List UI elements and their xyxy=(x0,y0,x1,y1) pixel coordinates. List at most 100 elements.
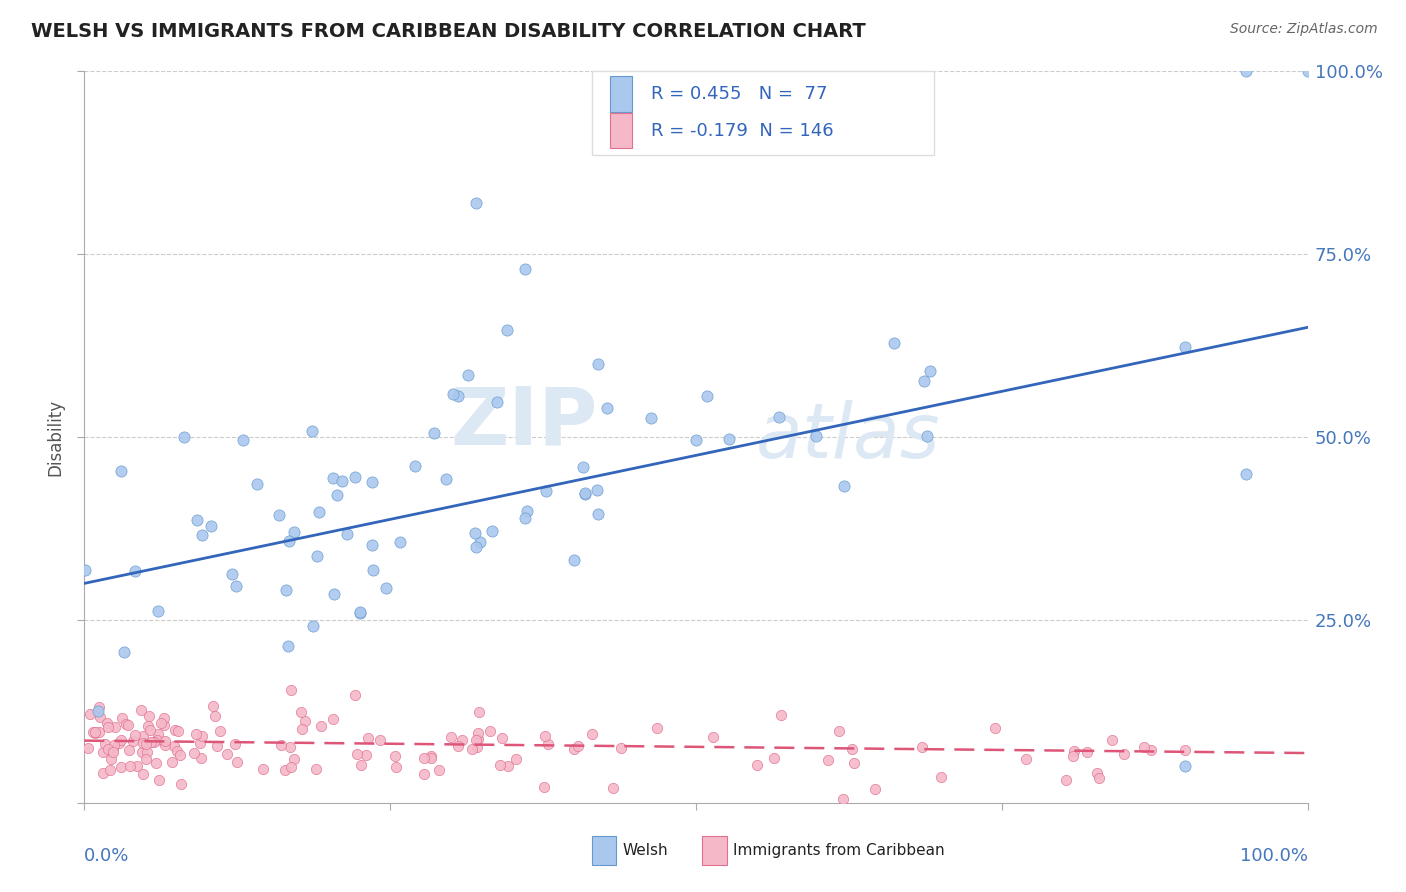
Point xyxy=(464,733,486,747)
Point xyxy=(277,640,299,654)
Point xyxy=(270,738,292,752)
Point xyxy=(103,738,125,752)
Point xyxy=(481,524,503,539)
FancyBboxPatch shape xyxy=(610,113,633,148)
Point xyxy=(89,710,111,724)
Point xyxy=(117,742,139,756)
Point xyxy=(1015,752,1038,766)
Point xyxy=(96,716,118,731)
Point xyxy=(763,751,786,765)
Point xyxy=(204,709,226,723)
Point xyxy=(160,755,183,769)
Point xyxy=(486,395,509,409)
FancyBboxPatch shape xyxy=(592,836,616,865)
Point xyxy=(929,770,952,784)
Point xyxy=(153,711,176,725)
Text: 100.0%: 100.0% xyxy=(1240,847,1308,864)
Point xyxy=(224,737,246,751)
Point xyxy=(384,759,406,773)
Point xyxy=(148,773,170,788)
Point xyxy=(1054,772,1077,787)
Point xyxy=(533,729,555,743)
Point xyxy=(305,762,328,776)
Point xyxy=(343,470,366,484)
Point xyxy=(87,700,110,714)
Point xyxy=(645,721,668,735)
Point xyxy=(1236,64,1258,78)
Point xyxy=(101,745,124,759)
Point xyxy=(173,430,195,444)
Point xyxy=(146,733,169,747)
Point xyxy=(447,388,470,402)
Point xyxy=(562,742,585,756)
Point xyxy=(108,736,131,750)
Point xyxy=(79,706,101,721)
Point xyxy=(1236,467,1258,482)
Point xyxy=(533,780,555,795)
Point xyxy=(139,723,162,737)
Point xyxy=(141,735,163,749)
Point xyxy=(322,712,344,726)
Point xyxy=(146,727,169,741)
Point xyxy=(83,725,105,739)
Point xyxy=(283,524,305,539)
Point xyxy=(291,722,314,736)
Point xyxy=(357,731,380,745)
Point xyxy=(464,196,486,211)
Point xyxy=(844,756,866,770)
Point xyxy=(404,459,426,474)
Point xyxy=(467,731,489,746)
Point xyxy=(696,389,718,403)
Point xyxy=(330,474,353,488)
Point xyxy=(166,723,188,738)
Point xyxy=(368,732,391,747)
Point xyxy=(100,752,122,766)
Point xyxy=(122,734,145,748)
Point xyxy=(143,734,166,748)
Text: atlas: atlas xyxy=(756,401,941,474)
Point xyxy=(1296,64,1319,78)
Point xyxy=(718,432,741,446)
Point xyxy=(1139,743,1161,757)
Point xyxy=(702,730,724,744)
Text: 0.0%: 0.0% xyxy=(84,847,129,864)
Point xyxy=(252,762,274,776)
Point xyxy=(1174,759,1197,773)
Point xyxy=(183,746,205,760)
Point xyxy=(135,752,157,766)
Point xyxy=(1114,747,1136,762)
Text: WELSH VS IMMIGRANTS FROM CARIBBEAN DISABILITY CORRELATION CHART: WELSH VS IMMIGRANTS FROM CARIBBEAN DISAB… xyxy=(31,22,866,41)
Point xyxy=(427,763,450,777)
Point xyxy=(586,357,609,371)
Point xyxy=(422,425,444,440)
Text: Source: ZipAtlas.com: Source: ZipAtlas.com xyxy=(1230,22,1378,37)
Point xyxy=(190,750,212,764)
Point xyxy=(135,738,157,752)
Point xyxy=(207,739,229,753)
Point xyxy=(274,763,297,777)
Point xyxy=(290,706,312,720)
Text: ZIP: ZIP xyxy=(451,384,598,461)
Text: R = -0.179  N = 146: R = -0.179 N = 146 xyxy=(651,121,834,140)
Point xyxy=(305,549,328,563)
Point xyxy=(136,719,159,733)
Point xyxy=(83,724,105,739)
Point xyxy=(581,727,603,741)
Point xyxy=(769,708,792,723)
Point xyxy=(101,743,124,757)
Point xyxy=(505,752,527,766)
Point xyxy=(375,581,398,595)
Point xyxy=(93,737,115,751)
Point xyxy=(135,745,157,759)
Point xyxy=(221,567,243,582)
Point xyxy=(322,587,344,601)
Point xyxy=(278,534,301,549)
Point xyxy=(574,487,596,501)
Point xyxy=(201,698,224,713)
Point xyxy=(98,763,121,777)
Point xyxy=(170,777,193,791)
Point xyxy=(322,470,344,484)
Point xyxy=(336,527,359,541)
Point xyxy=(831,792,853,806)
Point xyxy=(308,505,330,519)
